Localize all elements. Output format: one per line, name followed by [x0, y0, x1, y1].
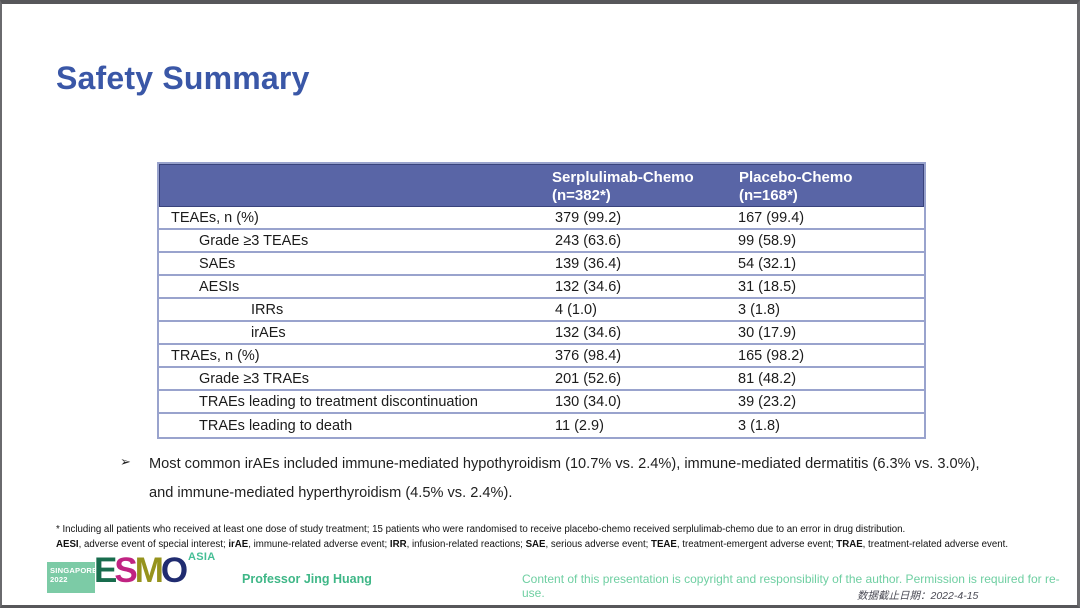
- serplulimab-value: 132 (34.6): [555, 324, 622, 341]
- esmo-asia-label: ASIA: [188, 551, 216, 563]
- placebo-value: 167 (99.4): [738, 209, 805, 226]
- table-row: irAEs 132 (34.6) 30 (17.9): [159, 322, 924, 345]
- footnote-line1: * Including all patients who received at…: [56, 524, 906, 535]
- row-label: SAEs: [199, 255, 236, 272]
- serplulimab-value: 4 (1.0): [555, 301, 597, 318]
- row-label: TRAEs, n (%): [171, 347, 260, 364]
- table-row: Grade ≥3 TEAEs 243 (63.6) 99 (58.9): [159, 230, 924, 253]
- row-label: irAEs: [251, 324, 286, 341]
- row-label: TRAEs leading to death: [199, 417, 353, 434]
- table-row: SAEs 139 (36.4) 54 (32.1): [159, 253, 924, 276]
- serplulimab-value: 11 (2.9): [555, 417, 604, 434]
- table-body: TEAEs, n (%) 379 (99.2) 167 (99.4) Grade…: [159, 207, 924, 437]
- placebo-value: 81 (48.2): [738, 370, 797, 387]
- table-row: IRRs 4 (1.0) 3 (1.8): [159, 299, 924, 322]
- serplulimab-value: 201 (52.6): [555, 370, 622, 387]
- serplulimab-value: 376 (98.4): [555, 347, 622, 364]
- serplulimab-value: 139 (36.4): [555, 255, 622, 272]
- badge-line2: 2022: [50, 575, 68, 584]
- row-label: IRRs: [251, 301, 284, 318]
- row-label: TRAEs leading to treatment discontinuati…: [199, 393, 478, 410]
- table-row: TRAEs leading to death 11 (2.9) 3 (1.8): [159, 414, 924, 437]
- placebo-value: 39 (23.2): [738, 393, 797, 410]
- safety-summary-table: Serplulimab-Chemo (n=382*) Placebo-Chemo…: [157, 162, 926, 439]
- table-header-placebo-line1: Placebo-Chemo: [739, 169, 853, 186]
- abbreviation: TRAE: [836, 539, 863, 550]
- bullet-text: Most common irAEs included immune-mediat…: [149, 456, 980, 501]
- abbreviation: IRR: [389, 539, 407, 550]
- abbreviation-definition: , infusion-related reactions;: [406, 539, 526, 550]
- table-row: TRAEs, n (%) 376 (98.4) 165 (98.2): [159, 345, 924, 368]
- placebo-value: 3 (1.8): [738, 417, 780, 434]
- bullet-arrow-icon: ➢: [120, 454, 131, 469]
- esmo-letter-e: E: [94, 551, 117, 590]
- abbreviation-definition: , adverse event of special interest;: [78, 539, 229, 550]
- key-finding-bullet: ➢ Most common irAEs included immune-medi…: [120, 450, 996, 508]
- table-row: TEAEs, n (%) 379 (99.2) 167 (99.4): [159, 207, 924, 230]
- esmo-letter-s: S: [114, 551, 137, 590]
- table-row: AESIs 132 (34.6) 31 (18.5): [159, 276, 924, 299]
- esmo-singapore-2022-badge: SINGAPORE 2022: [47, 562, 98, 593]
- table-header-empty: [160, 165, 548, 206]
- table-header-placebo: Placebo-Chemo (n=168*): [733, 165, 923, 206]
- abbreviation-definition: , treatment-related adverse event.: [862, 539, 1009, 550]
- esmo-logo: ESMO: [94, 551, 188, 591]
- serplulimab-value: 379 (99.2): [555, 209, 622, 226]
- abbreviation-definition: , immune-related adverse event;: [248, 539, 390, 550]
- placebo-value: 3 (1.8): [738, 301, 780, 318]
- table-row: Grade ≥3 TRAEs 201 (52.6) 81 (48.2): [159, 368, 924, 391]
- table-header-serplulimab-line2: (n=382*): [552, 187, 611, 204]
- row-label: Grade ≥3 TEAEs: [199, 232, 309, 249]
- serplulimab-value: 130 (34.0): [555, 393, 622, 410]
- copyright-notice: Content of this presentation is copyrigh…: [522, 572, 1060, 600]
- placebo-value: 54 (32.1): [738, 255, 797, 272]
- table-header-placebo-line2: (n=168*): [739, 187, 798, 204]
- esmo-letter-o: O: [160, 551, 188, 590]
- abbreviation: irAE: [228, 539, 249, 550]
- badge-line1: SINGAPORE: [50, 566, 98, 575]
- presenter-name: Professor Jing Huang: [242, 572, 372, 586]
- placebo-value: 99 (58.9): [738, 232, 797, 249]
- row-label: AESIs: [199, 278, 240, 295]
- abbreviation: AESI: [56, 539, 79, 550]
- data-cutoff-date: 数据截止日期：2022-4-15: [857, 590, 979, 602]
- table-header-serplulimab-line1: Serplulimab-Chemo: [552, 169, 694, 186]
- page-title: Safety Summary: [56, 60, 310, 96]
- esmo-letter-m: M: [134, 551, 164, 590]
- footnote-line2: AESI, adverse event of special interest;…: [56, 537, 1061, 552]
- serplulimab-value: 132 (34.6): [555, 278, 622, 295]
- placebo-value: 30 (17.9): [738, 324, 797, 341]
- table-row: TRAEs leading to treatment discontinuati…: [159, 391, 924, 414]
- abbreviation-definition: , serious adverse event;: [545, 539, 652, 550]
- abbreviation: TEAE: [651, 539, 677, 550]
- placebo-value: 31 (18.5): [738, 278, 797, 295]
- placebo-value: 165 (98.2): [738, 347, 805, 364]
- table-header-row: Serplulimab-Chemo (n=382*) Placebo-Chemo…: [159, 164, 924, 207]
- footnotes: * Including all patients who received at…: [56, 522, 1061, 552]
- abbreviation-definition: , treatment-emergent adverse event;: [676, 539, 837, 550]
- serplulimab-value: 243 (63.6): [555, 232, 622, 249]
- abbreviation: SAE: [525, 539, 546, 550]
- row-label: TEAEs, n (%): [171, 209, 259, 226]
- table-header-serplulimab: Serplulimab-Chemo (n=382*): [548, 165, 733, 206]
- row-label: Grade ≥3 TRAEs: [199, 370, 310, 387]
